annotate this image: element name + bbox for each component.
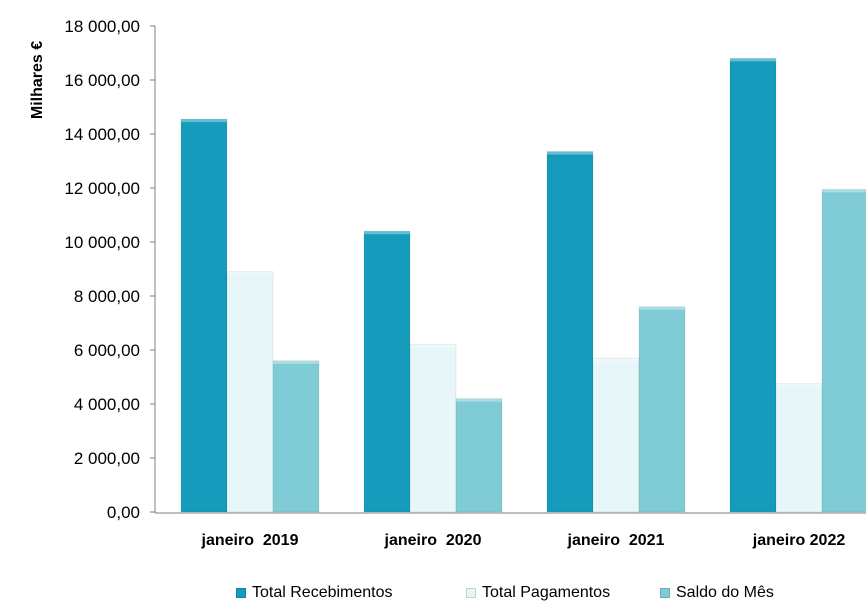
legend-item-saldo: Saldo do Mês: [660, 584, 774, 602]
legend-item-pagamentos: Total Pagamentos: [466, 584, 610, 602]
legend: Total Recebimentos Total Pagamentos Sald…: [0, 584, 866, 604]
y-tick-label: 18 000,00: [64, 17, 140, 36]
x-category-label: janeiro 2021: [567, 532, 665, 549]
bar-top-highlight: [456, 398, 502, 402]
y-tick-label: 8 000,00: [74, 287, 140, 306]
x-axis: janeiro 2019 janeiro 2020 janeiro 2021 jane…: [155, 512, 866, 549]
y-tick-label: 2 000,00: [74, 449, 140, 468]
bar-total-pagamentos-4: [775, 383, 823, 513]
legend-label-saldo: Saldo do Mês: [676, 584, 774, 601]
legend-swatch-saldo: [660, 588, 670, 598]
bar-total-pagamentos-1: [226, 271, 274, 513]
bar-top-highlight: [776, 383, 822, 387]
bar-total-recebimentos-4: [729, 57, 777, 513]
bar-saldo-do-m-s-1: [272, 360, 320, 513]
bar-saldo-do-m-s-2: [455, 398, 503, 513]
y-tick-label: 4 000,00: [74, 395, 140, 414]
y-tick-label: 16 000,00: [64, 71, 140, 90]
y-tick-label: 6 000,00: [74, 341, 140, 360]
bar-total-recebimentos-3: [546, 151, 594, 513]
bar-top-highlight: [822, 189, 866, 193]
y-tick-label: 10 000,00: [64, 233, 140, 252]
bar-top-highlight: [730, 58, 776, 62]
bar-total-recebimentos-1: [180, 118, 228, 513]
bar-top-highlight: [364, 231, 410, 235]
y-axis: 0,00 2 000,00 4 000,00 6 000,00 8 000,00 10 0…: [64, 17, 156, 522]
legend-swatch-pagamentos: [466, 588, 476, 598]
bar-saldo-do-m-s-3: [638, 306, 686, 513]
legend-swatch-recebimentos: [236, 588, 246, 598]
legend-label-recebimentos: Total Recebimentos: [252, 584, 393, 601]
bar-total-pagamentos-2: [409, 344, 457, 513]
y-tick-label: 12 000,00: [64, 179, 140, 198]
y-tick-label: 14 000,00: [64, 125, 140, 144]
bar-saldo-do-m-s-4: [821, 188, 866, 513]
y-axis-label: Milhares €: [29, 41, 46, 119]
y-tick-label: 0,00: [107, 503, 140, 522]
x-category-label: janeiro 2020: [384, 532, 482, 549]
legend-item-recebimentos: Total Recebimentos: [236, 584, 393, 602]
bar-total-pagamentos-3: [592, 357, 640, 513]
bar-top-highlight: [593, 358, 639, 362]
bar-top-highlight: [547, 151, 593, 155]
bar-top-highlight: [227, 271, 273, 275]
bar-top-highlight: [181, 119, 227, 123]
bar-total-recebimentos-2: [363, 230, 411, 513]
legend-label-pagamentos: Total Pagamentos: [482, 584, 611, 601]
bars-group: [180, 57, 866, 513]
x-category-label: janeiro 2019: [201, 532, 299, 549]
bar-top-highlight: [410, 344, 456, 348]
x-category-label: janeiro 2022: [752, 532, 846, 549]
bar-top-highlight: [639, 306, 685, 310]
bar-top-highlight: [273, 360, 319, 364]
